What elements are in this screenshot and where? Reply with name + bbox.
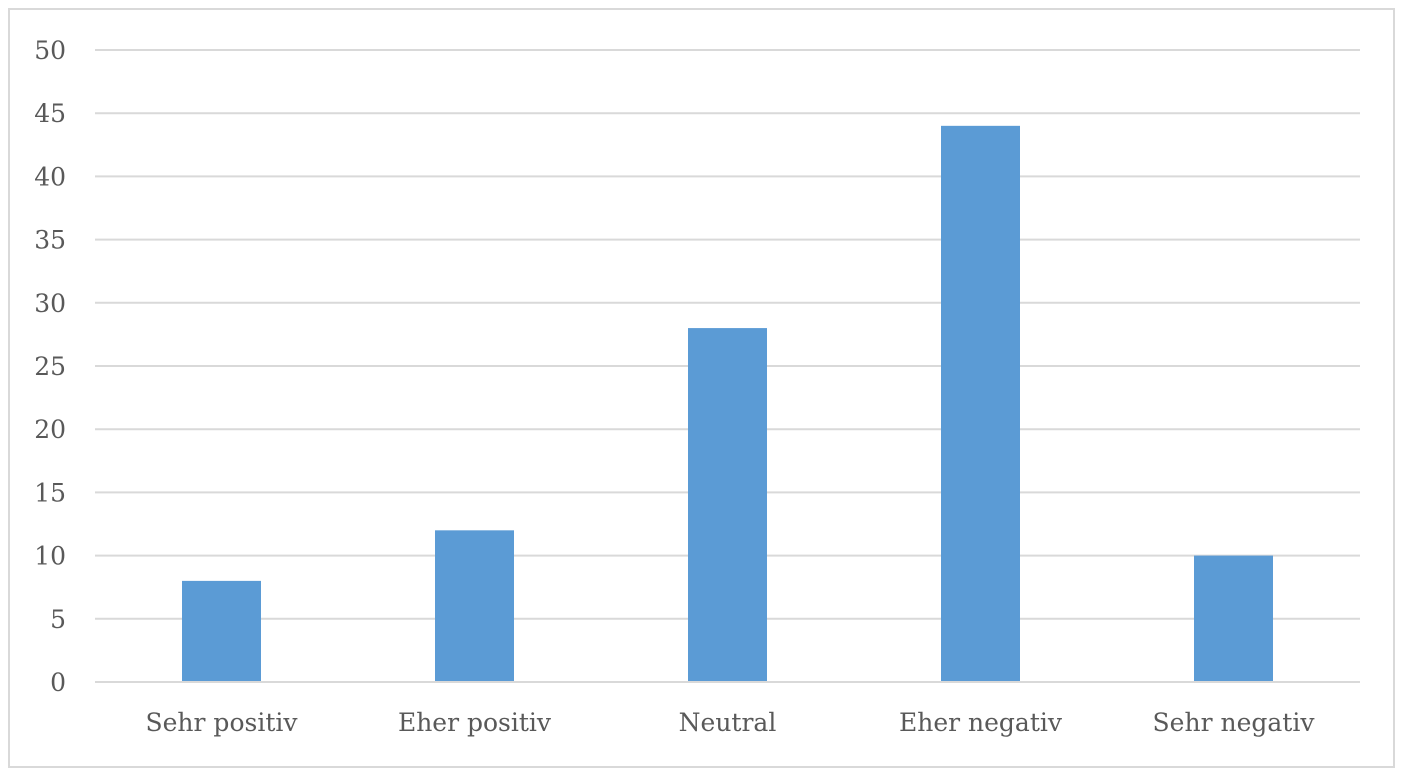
y-tick-label: 40: [34, 162, 66, 191]
bar-neutral: [688, 328, 767, 682]
x-category-label: Neutral: [679, 708, 777, 737]
bar-sehr-positiv: [182, 580, 261, 682]
bar-eher-negativ: [941, 125, 1020, 683]
y-axis-tick-labels: 0 5 10 15 20 25 30 35 40 45 50: [34, 36, 66, 697]
x-category-label: Sehr negativ: [1153, 708, 1316, 737]
y-tick-label: 5: [50, 605, 66, 634]
bars: [182, 125, 1273, 683]
y-tick-label: 45: [34, 99, 66, 128]
y-tick-label: 15: [34, 478, 66, 507]
bar-sehr-negativ: [1194, 555, 1273, 682]
x-category-label: Sehr positiv: [146, 708, 299, 737]
gridlines: [95, 49, 1360, 620]
bar-eher-positiv: [435, 530, 514, 682]
y-tick-label: 20: [34, 415, 66, 444]
y-tick-label: 0: [50, 668, 66, 697]
y-tick-label: 10: [34, 542, 66, 571]
x-category-label: Eher positiv: [398, 708, 552, 737]
y-tick-label: 50: [34, 36, 66, 65]
y-tick-label: 25: [34, 352, 66, 381]
x-category-label: Eher negativ: [899, 708, 1063, 737]
y-tick-label: 35: [34, 226, 66, 255]
y-tick-label: 30: [34, 289, 66, 318]
x-axis-category-labels: Sehr positiv Eher positiv Neutral Eher nega…: [146, 708, 1316, 737]
